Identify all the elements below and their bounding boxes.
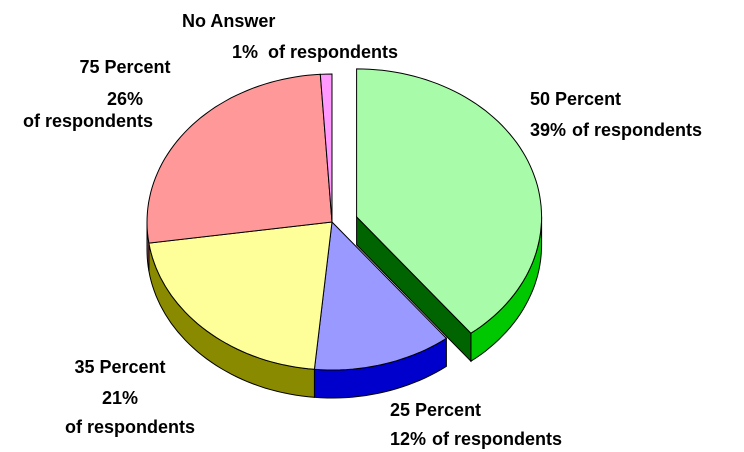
slice-label: 35 Percent bbox=[74, 357, 165, 377]
slice bbox=[319, 73, 333, 223]
slice bbox=[313, 220, 448, 371]
slice-label: of respondents bbox=[572, 120, 702, 140]
slice bbox=[148, 221, 333, 370]
slice bbox=[356, 68, 543, 334]
slice-label: 21% bbox=[102, 388, 138, 408]
slice-label: of respondents bbox=[268, 42, 398, 62]
slice-label: 26% bbox=[107, 89, 143, 109]
slice bbox=[146, 73, 333, 244]
slice-label: 1% bbox=[232, 42, 258, 62]
slice-label: 12% bbox=[390, 429, 426, 449]
slice-label: 50 Percent bbox=[530, 89, 621, 109]
slice-label: No Answer bbox=[182, 11, 275, 31]
slice-label: 75 Percent bbox=[79, 57, 170, 77]
slice-label: of respondents bbox=[432, 429, 562, 449]
slice-label: of respondents bbox=[65, 417, 195, 437]
slice-label: 25 Percent bbox=[390, 400, 481, 420]
slice-label: of respondents bbox=[23, 111, 153, 131]
slice-label: 39% bbox=[530, 120, 566, 140]
